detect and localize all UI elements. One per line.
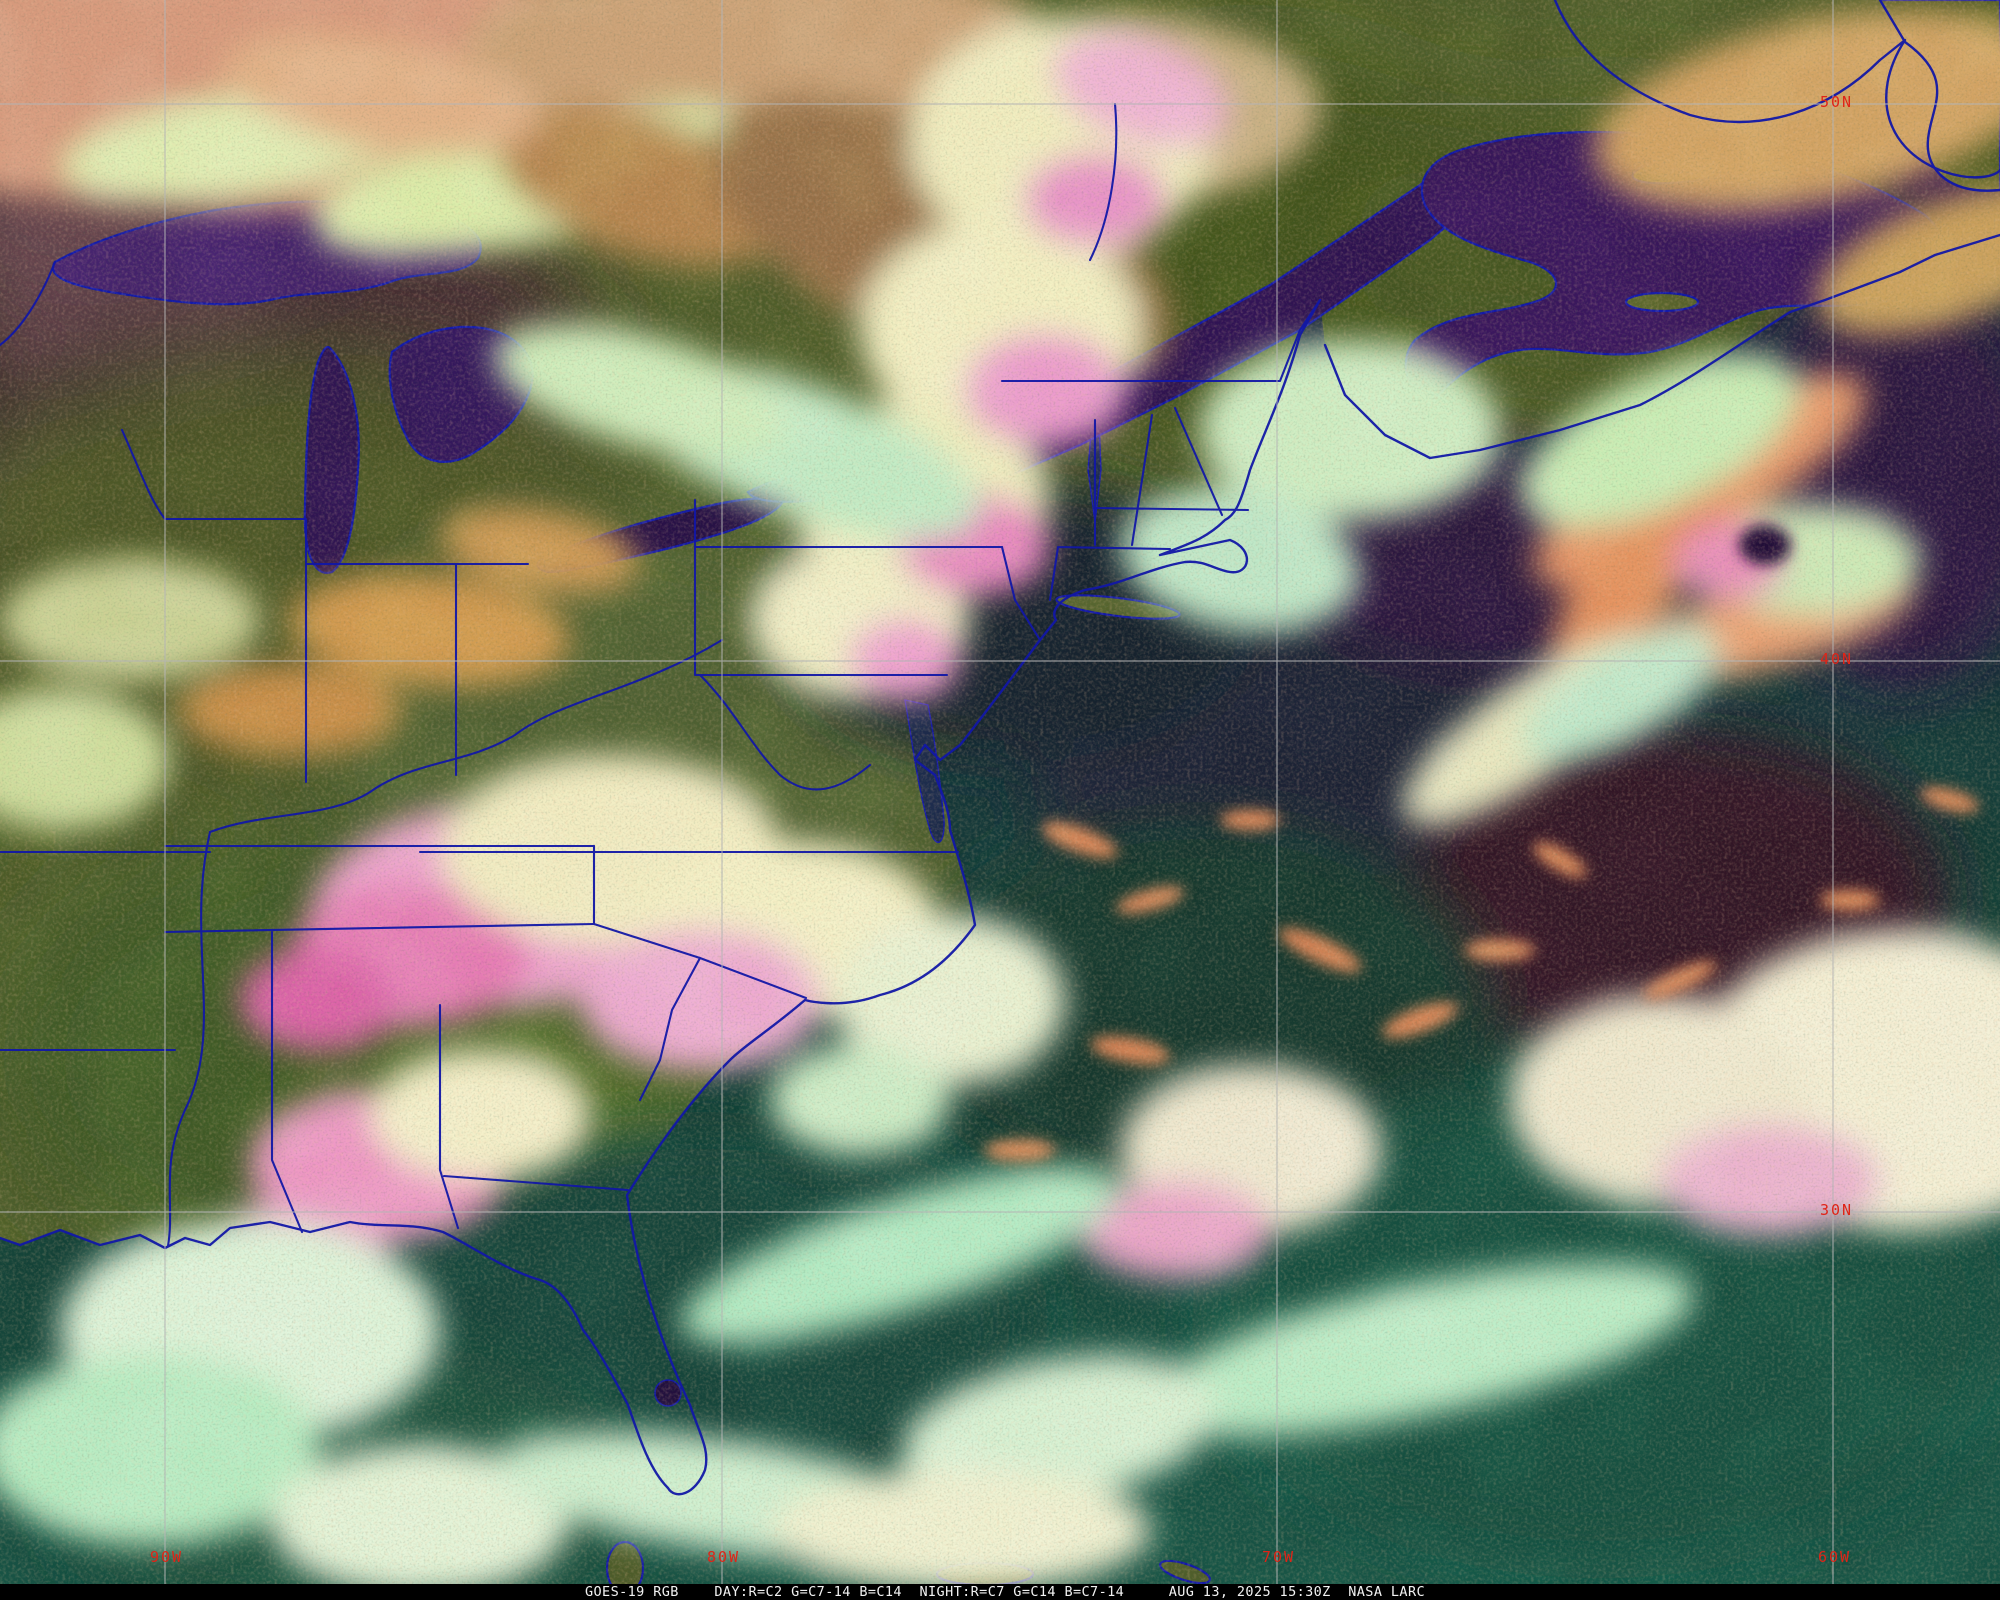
caption-recipe-night: NIGHT:R=C7 G=C14 B=C7-14 bbox=[919, 1584, 1125, 1600]
caption-bar: GOES-19 RGB DAY:R=C2 G=C7-14 B=C14 NIGHT… bbox=[0, 1584, 2000, 1600]
lat-label-40n: 40N bbox=[1820, 650, 1853, 668]
caption-timestamp: AUG 13, 2025 15:30Z bbox=[1168, 1584, 1331, 1600]
boundary-overlay bbox=[0, 0, 2000, 1496]
state-boundaries bbox=[0, 102, 1322, 1248]
lon-label-60w: 60W bbox=[1818, 1548, 1851, 1566]
lon-label-80w: 80W bbox=[707, 1548, 740, 1566]
grid-labels: 50N 40N 30N 90W 80W 70W 60W bbox=[150, 93, 1853, 1566]
caption-product: GOES-19 RGB bbox=[585, 1584, 679, 1600]
coastline bbox=[0, 298, 1322, 1496]
lon-label-70w: 70W bbox=[1262, 1548, 1295, 1566]
lat-label-50n: 50N bbox=[1820, 93, 1853, 111]
labrador-coast bbox=[1553, 0, 2000, 179]
nova-scotia-coast bbox=[1323, 233, 2000, 460]
lon-label-90w: 90W bbox=[150, 1548, 183, 1566]
caption-credit: NASA LARC bbox=[1348, 1584, 1425, 1600]
lat-label-30n: 30N bbox=[1820, 1201, 1853, 1219]
caption-recipe-day: DAY:R=C2 G=C7-14 B=C14 bbox=[714, 1584, 902, 1600]
newfoundland-coast bbox=[1878, 0, 2000, 192]
